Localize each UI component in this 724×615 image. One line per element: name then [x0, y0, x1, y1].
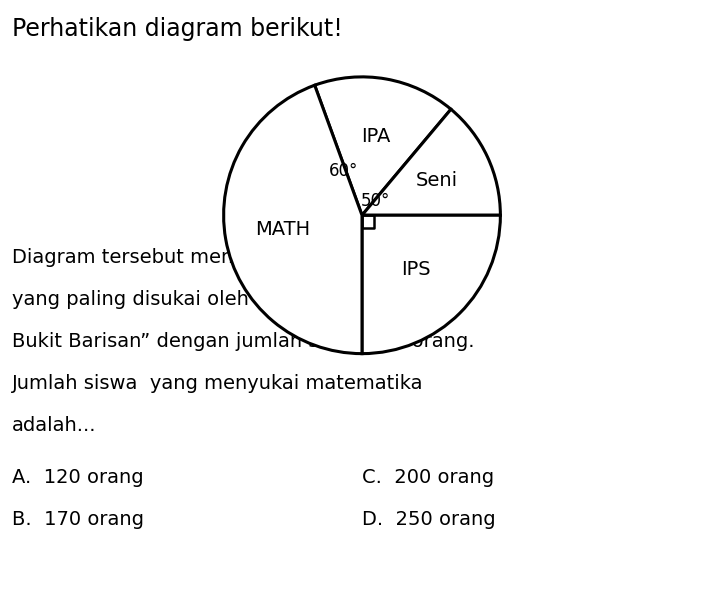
Text: B.  170 orang: B. 170 orang [12, 510, 144, 529]
Wedge shape [315, 77, 451, 215]
Text: Diagram tersebut menunjukkan mata pelajaran: Diagram tersebut menunjukkan mata pelaja… [12, 248, 476, 267]
Text: Seni: Seni [416, 170, 458, 189]
Text: A.  120 orang: A. 120 orang [12, 468, 143, 487]
Wedge shape [224, 85, 362, 354]
Text: MATH: MATH [256, 220, 311, 239]
Text: IPA: IPA [361, 127, 391, 146]
Text: 60°: 60° [329, 162, 358, 180]
Text: 50°: 50° [361, 192, 390, 210]
Text: Jumlah siswa  yang menyukai matematika: Jumlah siswa yang menyukai matematika [12, 374, 424, 393]
Text: C.  200 orang: C. 200 orang [362, 468, 494, 487]
Text: IPS: IPS [401, 260, 431, 279]
Text: Bukit Barisan” dengan jumlah siswa 450 orang.: Bukit Barisan” dengan jumlah siswa 450 o… [12, 332, 474, 351]
Text: yang paling disukai oleh siswa “SMP Negeri 1: yang paling disukai oleh siswa “SMP Nege… [12, 290, 455, 309]
Text: D.  250 orang: D. 250 orang [362, 510, 496, 529]
Text: adalah...: adalah... [12, 416, 96, 435]
Wedge shape [362, 109, 500, 215]
Wedge shape [362, 215, 500, 354]
Text: Perhatikan diagram berikut!: Perhatikan diagram berikut! [12, 17, 343, 41]
